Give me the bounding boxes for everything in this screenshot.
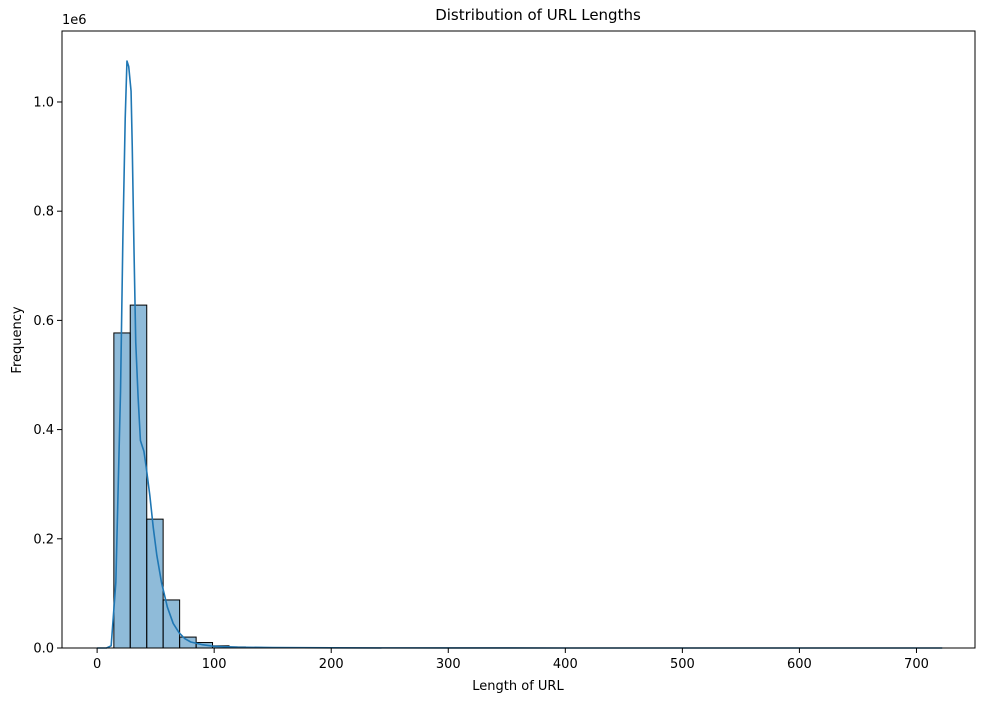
y-tick-label: 0.0	[33, 642, 54, 657]
x-tick-label: 400	[553, 657, 578, 672]
plot-frame	[61, 30, 976, 649]
y-tick-label: 1.0	[33, 95, 54, 110]
histogram-bar	[113, 332, 131, 649]
kde-group	[97, 60, 943, 649]
y-tick-label: 0.4	[33, 423, 54, 438]
x-tick-label: 600	[787, 657, 812, 672]
y-tick-label: 0.8	[33, 205, 54, 220]
bars-group	[113, 304, 279, 649]
y-tick-label: 0.6	[33, 314, 54, 329]
y-tick-label: 0.2	[33, 532, 54, 547]
histogram-bar	[129, 304, 148, 649]
x-tick-label: 700	[904, 657, 929, 672]
y-axis-ticks: 0.0 0.2 0.4 0.6 0.8 1.0	[33, 95, 62, 657]
x-tick-label: 100	[202, 657, 227, 672]
x-tick-label: 500	[670, 657, 695, 672]
y-offset-label: 1e6	[62, 13, 87, 28]
x-tick-label: 300	[436, 657, 461, 672]
x-axis-ticks: 0 100 200 300 400 500 600 700	[93, 648, 929, 672]
chart-title: Distribution of URL Lengths	[435, 6, 641, 24]
x-tick-label: 0	[93, 657, 101, 672]
kde-line	[97, 60, 943, 649]
histogram-bar	[162, 599, 181, 649]
x-axis-title: Length of URL	[472, 679, 564, 694]
y-axis-title: Frequency	[10, 306, 25, 373]
x-tick-label: 200	[319, 657, 344, 672]
